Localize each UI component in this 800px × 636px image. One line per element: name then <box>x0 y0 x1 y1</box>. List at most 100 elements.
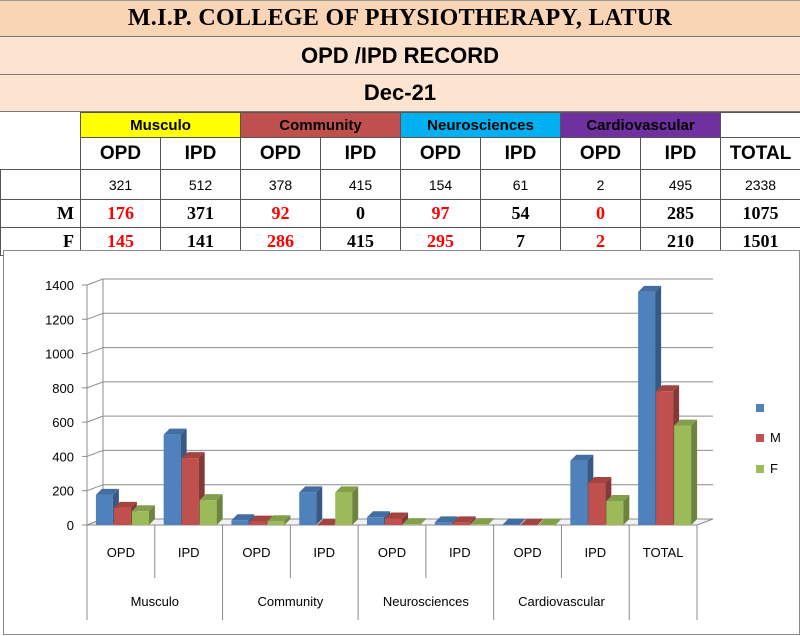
bar-series1-3 <box>299 486 323 525</box>
bar-side <box>519 518 526 525</box>
college-title-row: M.I.P. COLLEGE OF PHYSIOTHERAPY, LATUR <box>0 0 800 37</box>
table-cell: 495 <box>640 169 722 200</box>
bar-front <box>538 524 556 526</box>
bar-top <box>470 518 494 525</box>
bar-top <box>570 454 594 461</box>
bar-top <box>606 495 630 501</box>
total-row: 321 512 378 415 154 61 2 495 2338 <box>0 169 800 200</box>
chart-area: 0 200 400 600 800 1000 1200 1400 OPD IPD OPD IPD OPD… <box>3 250 800 635</box>
legend-swatch <box>756 404 764 412</box>
bar-front <box>249 521 267 525</box>
bar-front <box>452 522 470 525</box>
legend-label: M <box>770 430 781 445</box>
category-label: IPD <box>584 545 606 560</box>
bar-top <box>538 518 562 525</box>
group-label: Cardiovascular <box>518 594 605 609</box>
bar-front <box>199 500 217 525</box>
bar-M-4 <box>385 512 408 525</box>
record-title-row: OPD /IPD RECORD <box>0 37 800 75</box>
bar-front <box>267 521 285 525</box>
table-cell: 321 <box>80 169 161 200</box>
category-header-community: Community <box>240 112 401 138</box>
bar-series1-6 <box>502 518 526 526</box>
bar-side <box>420 518 426 525</box>
legend-label: F <box>770 461 778 476</box>
bar-front <box>502 524 520 526</box>
table-cell: 1075 <box>720 199 800 228</box>
bar-top <box>674 419 698 426</box>
bar-F-2 <box>267 515 291 525</box>
category-blank <box>720 112 800 138</box>
bar-top <box>656 385 680 392</box>
bar-front <box>299 492 317 525</box>
bar-front <box>520 524 538 526</box>
bar-front <box>588 483 606 525</box>
table-cell: 61 <box>479 169 562 200</box>
category-label: TOTAL <box>643 545 684 560</box>
month-row: Dec-21 <box>0 75 800 112</box>
table-cell: 285 <box>640 199 722 228</box>
bar-side <box>555 518 562 525</box>
bar-front <box>181 458 199 525</box>
bar-front <box>403 524 420 525</box>
bar-top <box>452 516 476 523</box>
table-cell: 371 <box>160 199 241 228</box>
bar-front <box>674 425 692 525</box>
bar-front <box>470 524 488 525</box>
table-corner <box>1 113 81 138</box>
record-table: Musculo Community Neurosciences Cardiova… <box>0 112 800 256</box>
y-tick-label: 0 <box>67 518 74 533</box>
bar-side <box>691 419 698 525</box>
category-header-musculo: Musculo <box>80 112 241 138</box>
category-header-cardiovascular: Cardiovascular <box>560 112 722 138</box>
record-title: OPD /IPD RECORD <box>300 42 500 68</box>
bar-front <box>231 520 249 525</box>
bar-side <box>487 518 494 525</box>
legend-swatch <box>756 465 764 473</box>
bar-side <box>284 515 291 525</box>
bar-top <box>131 505 155 512</box>
bar-front <box>656 391 674 525</box>
y-tick-label: 800 <box>52 381 74 396</box>
header-cell: TOTAL <box>720 137 800 170</box>
bar-F-8 <box>674 419 698 525</box>
y-tick-label: 1000 <box>45 347 74 362</box>
bar-front <box>606 501 624 525</box>
bar-front <box>95 494 113 525</box>
table-cell: 0 <box>560 199 642 228</box>
bar-top <box>113 501 137 508</box>
bar-top <box>403 518 426 525</box>
bar-side <box>623 495 630 525</box>
gridline <box>86 381 713 389</box>
y-tick-label: 400 <box>52 449 74 464</box>
group-label: Community <box>257 594 323 609</box>
gridline <box>86 278 713 286</box>
category-label: IPD <box>449 545 471 560</box>
header-corner <box>1 138 81 170</box>
gridline <box>86 347 713 355</box>
bar-front <box>113 507 131 525</box>
legend-swatch <box>756 434 764 442</box>
y-tick-label: 1400 <box>45 278 74 293</box>
college-title: M.I.P. COLLEGE OF PHYSIOTHERAPY, LATUR <box>127 5 673 31</box>
bar-top <box>367 511 390 518</box>
bar-side <box>537 518 544 525</box>
header-cell: IPD <box>640 137 722 170</box>
category-label: OPD <box>513 545 541 560</box>
table-cell: 512 <box>160 169 241 200</box>
header-row: OPD IPD OPD IPD OPD IPD OPD IPD TOTAL <box>1 137 800 170</box>
bar-front <box>163 434 181 525</box>
bar-side <box>316 486 323 525</box>
bar-chart: 0 200 400 600 800 1000 1200 1400 OPD IPD OPD IPD OPD… <box>45 278 781 620</box>
bar-F-0 <box>131 505 155 525</box>
bar-side <box>352 486 359 525</box>
bar-top <box>335 486 359 493</box>
table-cell: 0 <box>320 199 401 228</box>
category-label: OPD <box>378 545 406 560</box>
gridline <box>86 312 713 320</box>
table-cell: 2 <box>560 169 642 200</box>
bar-F-5 <box>470 518 494 525</box>
bar-M-6 <box>520 518 544 526</box>
bar-front <box>385 518 402 525</box>
header-cell: OPD <box>560 137 642 170</box>
